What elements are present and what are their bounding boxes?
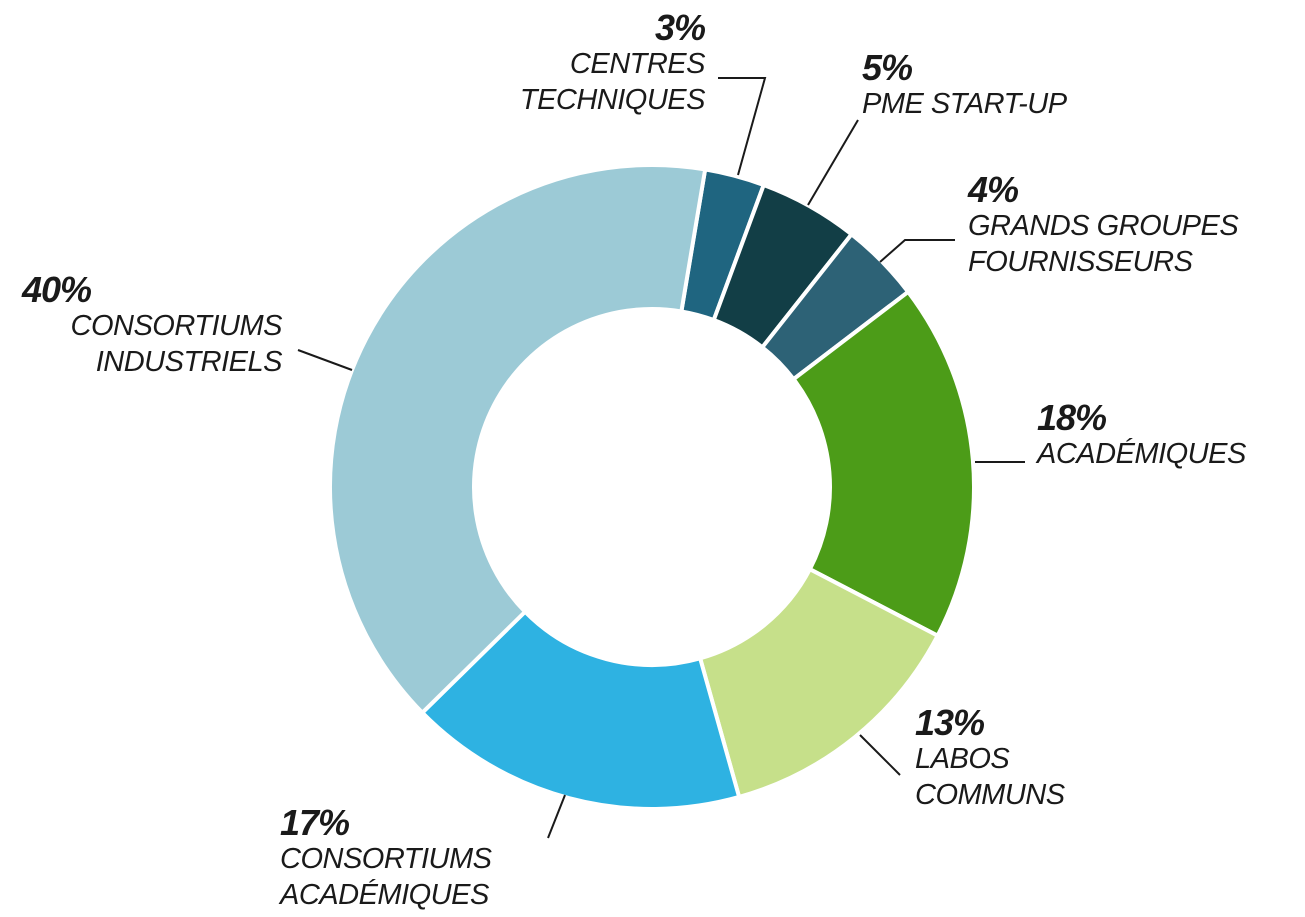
segment-label: 17% CONSORTIUMS ACADÉMIQUES — [280, 802, 492, 913]
segment-label: 40% CONSORTIUMS INDUSTRIELS — [22, 272, 283, 380]
leader-line — [879, 239, 955, 263]
leader-line — [807, 119, 859, 206]
category-label: LABOS COMMUNS — [915, 743, 1065, 811]
percent-label: 40% — [22, 269, 92, 310]
segment-label: 18% ACADÉMIQUES — [1037, 400, 1246, 472]
segment-label: 13% LABOS COMMUNS — [915, 705, 1065, 813]
category-label: ACADÉMIQUES — [1037, 438, 1246, 470]
donut-segment — [327, 163, 708, 716]
category-label: PME START-UP — [862, 88, 1067, 120]
category-label: GRANDS GROUPES FOURNISSEURS — [968, 210, 1239, 278]
leader-line — [297, 349, 353, 371]
percent-label: 4% — [968, 169, 1019, 210]
percent-label: 18% — [1037, 397, 1107, 438]
segment-label: 5% PME START-UP — [862, 50, 1067, 122]
category-label: CONSORTIUMS INDUSTRIELS — [70, 310, 283, 378]
category-label: CENTRES TECHNIQUES — [519, 48, 706, 116]
segment-label: 3% CENTRES TECHNIQUES — [519, 7, 706, 118]
leader-line — [859, 734, 901, 776]
percent-label: 5% — [862, 47, 913, 88]
percent-label: 3% — [654, 7, 706, 48]
category-label: CONSORTIUMS ACADÉMIQUES — [280, 843, 492, 911]
percent-label: 17% — [280, 802, 350, 843]
leader-line — [718, 77, 767, 176]
percent-label: 13% — [915, 702, 985, 743]
leader-line — [547, 794, 566, 839]
donut-segment — [419, 608, 742, 811]
segment-label: 4% GRANDS GROUPES FOURNISSEURS — [968, 169, 1239, 280]
donut-segment — [790, 289, 976, 639]
